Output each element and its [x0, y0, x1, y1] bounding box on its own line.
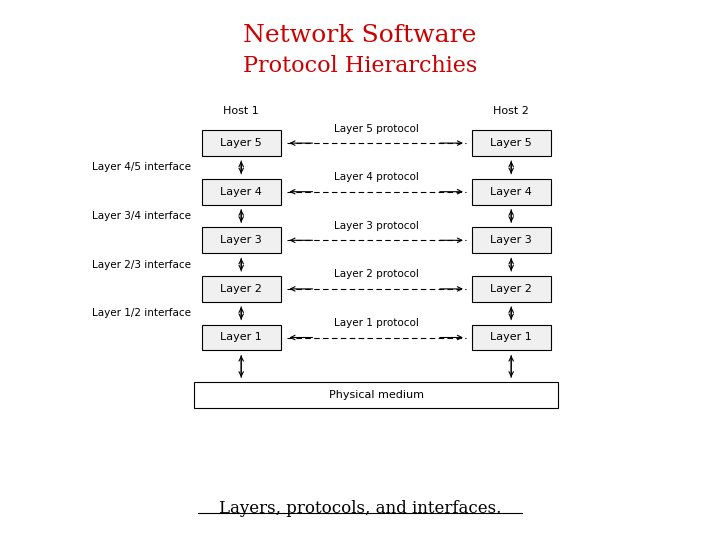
Bar: [202, 325, 281, 350]
Bar: [472, 179, 551, 205]
Text: Layer 4/5 interface: Layer 4/5 interface: [92, 163, 191, 172]
Text: Layer 1: Layer 1: [490, 333, 532, 342]
Text: Physical medium: Physical medium: [329, 390, 423, 400]
Text: Host 1: Host 1: [223, 106, 259, 116]
Text: Layer 2: Layer 2: [220, 284, 262, 294]
Text: Layer 4: Layer 4: [490, 187, 532, 197]
Bar: [202, 130, 281, 156]
Text: Layer 5 protocol: Layer 5 protocol: [334, 124, 418, 133]
Bar: [472, 227, 551, 253]
Text: Layer 5: Layer 5: [220, 138, 262, 148]
Bar: [472, 130, 551, 156]
Text: Layer 2 protocol: Layer 2 protocol: [334, 269, 418, 279]
Bar: [472, 276, 551, 302]
Bar: [202, 276, 281, 302]
Text: Host 2: Host 2: [493, 106, 529, 116]
Text: Layer 4 protocol: Layer 4 protocol: [334, 172, 418, 182]
Bar: [202, 179, 281, 205]
Text: Layer 1 protocol: Layer 1 protocol: [334, 318, 418, 328]
Text: Layer 1/2 interface: Layer 1/2 interface: [92, 308, 191, 318]
Text: Layer 3 protocol: Layer 3 protocol: [334, 221, 418, 231]
Bar: [202, 227, 281, 253]
Bar: [472, 325, 551, 350]
Text: Layer 3: Layer 3: [490, 235, 532, 245]
Text: Layer 3/4 interface: Layer 3/4 interface: [92, 211, 191, 221]
Text: Layer 2: Layer 2: [490, 284, 532, 294]
Text: Protocol Hierarchies: Protocol Hierarchies: [243, 55, 477, 77]
Text: Layers, protocols, and interfaces.: Layers, protocols, and interfaces.: [219, 500, 501, 517]
Text: Layer 3: Layer 3: [220, 235, 262, 245]
Text: Layer 5: Layer 5: [490, 138, 532, 148]
Text: Layer 4: Layer 4: [220, 187, 262, 197]
Text: Layer 1: Layer 1: [220, 333, 262, 342]
Text: Layer 2/3 interface: Layer 2/3 interface: [92, 260, 191, 269]
Bar: [194, 382, 558, 408]
Text: Network Software: Network Software: [243, 24, 477, 46]
